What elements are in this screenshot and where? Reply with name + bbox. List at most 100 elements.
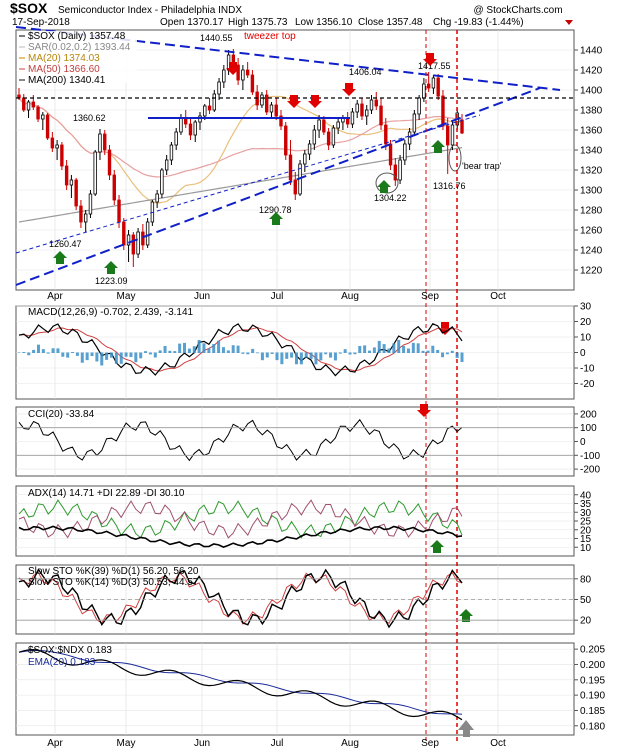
y-tick-label-5-0.185: 0.185 xyxy=(580,706,605,717)
candle-body-22 xyxy=(122,221,126,246)
macd-hist-bar-24 xyxy=(134,352,138,363)
macd-hist-bar-89 xyxy=(450,350,454,353)
candle-body-53 xyxy=(269,104,274,113)
macd-hist-bar-39 xyxy=(207,348,211,353)
macd-hist-bar-30 xyxy=(163,346,167,353)
candle-body-61 xyxy=(307,143,312,155)
header-high: High 1375.73 xyxy=(228,17,288,28)
label-1223-09: 1223.09 xyxy=(95,276,128,286)
macd-hist-bar-70 xyxy=(358,345,362,353)
macd-hist-bar-44 xyxy=(231,345,235,353)
header-open: Open 1370.17 xyxy=(160,17,224,28)
macd-hist-bar-90 xyxy=(455,352,459,358)
macd-hist-bar-0 xyxy=(17,352,21,353)
macd-hist-bar-91 xyxy=(460,352,464,362)
candle-body-21 xyxy=(117,199,121,223)
month-top-oct: Oct xyxy=(490,291,506,302)
candle-body-85 xyxy=(422,83,426,99)
macd-hist-bar-17 xyxy=(100,352,104,366)
macd-hist-bar-64 xyxy=(329,352,333,358)
y-tick-label-5-0.2: 0.200 xyxy=(580,660,605,671)
candle-body-52 xyxy=(264,94,269,113)
macd-hist-bar-72 xyxy=(368,350,372,353)
candle-body-75 xyxy=(374,99,378,107)
macd-hist-bar-73 xyxy=(372,347,376,353)
macd-hist-bar-45 xyxy=(236,345,240,353)
pdi-line xyxy=(18,499,463,539)
candle-body-39 xyxy=(203,105,207,117)
label-1360-62: 1360.62 xyxy=(73,113,106,123)
candle-body-78 xyxy=(388,143,393,166)
macd-hist-bar-4 xyxy=(36,344,40,353)
mdi-line xyxy=(18,499,463,539)
month-top-sep: Sep xyxy=(421,291,439,302)
candle-body-43 xyxy=(222,69,226,83)
month-bottom-jun: Jun xyxy=(194,738,210,749)
macd-hist-bar-34 xyxy=(183,342,187,353)
sto-title: Slow STO %K(39) %D(1) 56.20, 56.20 xyxy=(28,566,199,577)
macd-hist-bar-58 xyxy=(299,352,303,365)
candle-body-86 xyxy=(426,83,431,89)
y-tick-label-1-30: 30 xyxy=(580,302,592,313)
candle-body-8 xyxy=(55,144,59,149)
macd-hist-bar-79 xyxy=(402,346,406,353)
arrow-down-4 xyxy=(423,53,437,66)
y-tick-label-0-1300: 1300 xyxy=(580,186,603,197)
macd-hist-bar-9 xyxy=(61,352,65,357)
candle-body-74 xyxy=(369,99,374,111)
cci-panel xyxy=(16,418,574,462)
ratio-subtitle: EMA(20) 0.183 xyxy=(28,657,96,668)
month-top-jun: Jun xyxy=(194,291,210,302)
macd-signal-line xyxy=(18,327,463,372)
macd-hist-bar-83 xyxy=(421,350,425,353)
y-tick-label-3-20: 20 xyxy=(580,525,592,536)
candle-body-62 xyxy=(312,129,317,145)
macd-hist-bar-49 xyxy=(256,352,260,354)
legend-box xyxy=(17,31,137,83)
candle-body-90 xyxy=(446,125,450,146)
x-axis-ticks: Apr May Jun Jul Aug Sep Oct Apr May Jun … xyxy=(47,291,506,749)
candle-body-30 xyxy=(160,169,164,195)
macd-hist-bar-66 xyxy=(338,352,342,354)
macd-hist-bar-78 xyxy=(397,339,401,353)
macd-hist-bar-67 xyxy=(343,349,347,353)
candle-body-51 xyxy=(260,94,264,106)
macd-hist-bar-12 xyxy=(75,352,79,356)
macd-hist-bar-81 xyxy=(411,342,415,353)
candle-body-87 xyxy=(431,77,436,89)
candle-body-19 xyxy=(107,149,112,176)
macd-hist-bar-28 xyxy=(153,352,157,358)
macd-hist-bar-38 xyxy=(202,343,206,353)
y-tick-label-3-25: 25 xyxy=(580,517,592,528)
legend-sar: SAR(0.02,0.2) 1393.44 xyxy=(28,42,131,53)
y-tick-label-4-20: 20 xyxy=(580,616,592,627)
label-1304-22: 1304.22 xyxy=(374,193,407,203)
y-tick-label-0-1440: 1440 xyxy=(580,46,603,57)
cci-line xyxy=(18,418,463,462)
candlesticks xyxy=(17,49,464,267)
macd-hist-bar-43 xyxy=(226,350,230,353)
y-tick-label-1-10: 10 xyxy=(580,333,592,344)
panel-frame-5 xyxy=(15,642,575,736)
y-tick-label-5-0.18: 0.180 xyxy=(580,721,605,732)
candle-body-5 xyxy=(41,114,45,120)
candle-body-10 xyxy=(64,165,69,186)
macd-hist-bar-77 xyxy=(392,343,396,353)
candle-body-40 xyxy=(207,105,212,111)
candle-body-9 xyxy=(60,144,64,167)
candle-body-17 xyxy=(98,133,102,153)
candle-body-16 xyxy=(93,151,97,195)
macd-hist-bar-2 xyxy=(27,352,31,356)
label-1406-04: 1406.04 xyxy=(349,67,382,77)
candle-body-3 xyxy=(31,101,35,108)
legend-ma200: MA(200) 1340.41 xyxy=(28,75,106,86)
candle-body-34 xyxy=(179,117,183,133)
arrow-up-4 xyxy=(377,180,391,193)
macd-hist-bar-26 xyxy=(144,351,148,353)
y-tick-label-2-100: 100 xyxy=(580,423,597,434)
chg-down-icon xyxy=(565,20,573,25)
candle-body-15 xyxy=(88,193,93,215)
candle-body-2 xyxy=(26,101,31,111)
macd-panel xyxy=(17,323,464,377)
macd-hist-bar-19 xyxy=(109,352,113,358)
